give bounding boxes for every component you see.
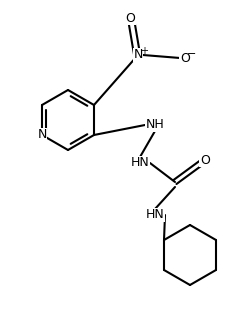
Text: HN: HN bbox=[131, 156, 149, 170]
Text: NH: NH bbox=[146, 118, 164, 132]
Text: O: O bbox=[200, 154, 210, 166]
Text: O: O bbox=[180, 51, 190, 64]
Text: −: − bbox=[187, 49, 197, 59]
Text: HN: HN bbox=[146, 208, 164, 221]
Text: N: N bbox=[133, 48, 143, 62]
Text: N: N bbox=[37, 128, 47, 142]
Text: +: + bbox=[140, 46, 148, 56]
Text: O: O bbox=[125, 12, 135, 24]
